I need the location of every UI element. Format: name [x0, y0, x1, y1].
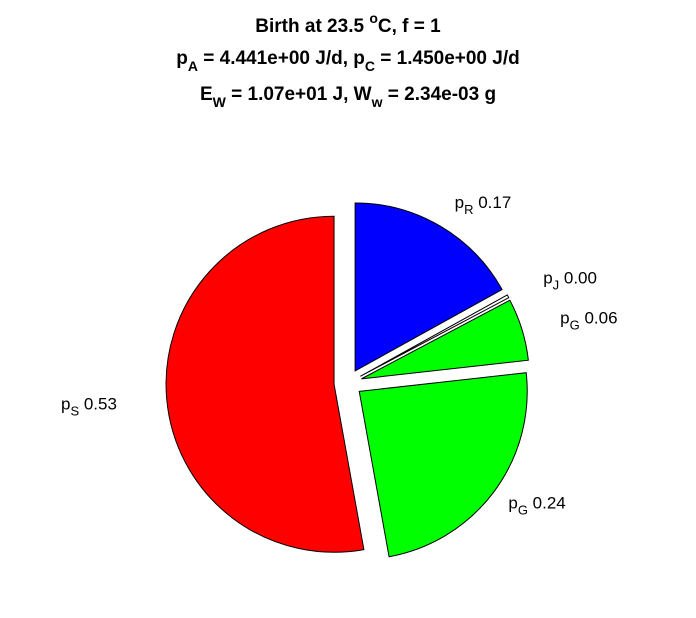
- slice-label-0: pR 0.17: [455, 193, 512, 217]
- pie-slice-pj-1: [360, 294, 510, 377]
- pie-slice-pg-3: [358, 372, 528, 558]
- title-line-1: Birth at 23.5 oC, f = 1: [255, 10, 441, 37]
- slice-label-3: pG 0.24: [508, 494, 565, 518]
- pie-slices: [165, 202, 529, 558]
- pie-slice-pr-0: [354, 202, 503, 372]
- slice-label-1: pJ 0.00: [543, 268, 597, 292]
- title-line-3: EW = 1.07e+01 J, Ww = 2.34e-03 g: [200, 84, 496, 110]
- slice-label-2: pG 0.06: [560, 309, 617, 333]
- title-line-2: pA = 4.441e+00 J/d, pC = 1.450e+00 J/d: [176, 48, 519, 74]
- pie-slice-ps-4: [165, 215, 365, 553]
- pie-slice-pg-2: [361, 299, 529, 380]
- slice-labels: pR 0.17 pJ 0.00 pG 0.06 pG 0.24 pS 0.53: [61, 193, 618, 517]
- slice-label-4: pS 0.53: [61, 395, 117, 419]
- chart-title: Birth at 23.5 oC, f = 1 pA = 4.441e+00 J/…: [176, 10, 519, 110]
